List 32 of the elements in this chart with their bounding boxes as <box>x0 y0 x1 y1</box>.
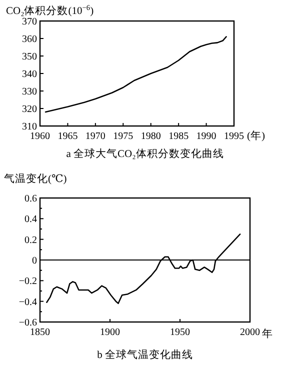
ytick: 320 <box>22 104 37 115</box>
ytick: 340 <box>22 69 37 80</box>
xlabel: (年) <box>247 131 265 142</box>
ytick: −0.4 <box>18 296 37 308</box>
xtick: 1850 <box>30 327 50 338</box>
xtick: 1995 <box>224 131 244 142</box>
xtick: 1975 <box>113 131 134 142</box>
ytick: 0.6 <box>24 194 37 204</box>
ytick: 0.4 <box>24 214 37 226</box>
xtick: 1960 <box>30 131 50 142</box>
ytick: 330 <box>22 86 37 98</box>
xtick: 1990 <box>196 131 216 142</box>
ytick: 0.2 <box>24 234 37 246</box>
xlabel: 年 <box>262 329 273 340</box>
xtick: 1980 <box>140 131 161 142</box>
ytick: 310 <box>22 122 37 132</box>
ytick: 370 <box>22 16 37 28</box>
title: a 全球大气CO₂体积分数变化曲线 <box>66 149 224 160</box>
title: b 全球气温变化曲线 <box>97 350 193 361</box>
xtick: 1985 <box>168 131 189 142</box>
ytick: −0.6 <box>18 318 37 328</box>
ylabel: 气温变化(℃) <box>4 174 67 185</box>
ytick: −0.2 <box>18 276 37 288</box>
xtick: 1970 <box>85 131 106 142</box>
xtick: 2000 <box>240 327 260 338</box>
ytick: 360 <box>22 34 37 45</box>
ytick: 0 <box>32 256 37 266</box>
xtick: 1965 <box>58 131 78 142</box>
xtick: 1900 <box>100 327 120 338</box>
ytick: 350 <box>22 52 37 62</box>
xtick: 1950 <box>170 327 190 338</box>
ylabel: CO₂体积分数(10$^{−6}$) <box>6 2 94 17</box>
